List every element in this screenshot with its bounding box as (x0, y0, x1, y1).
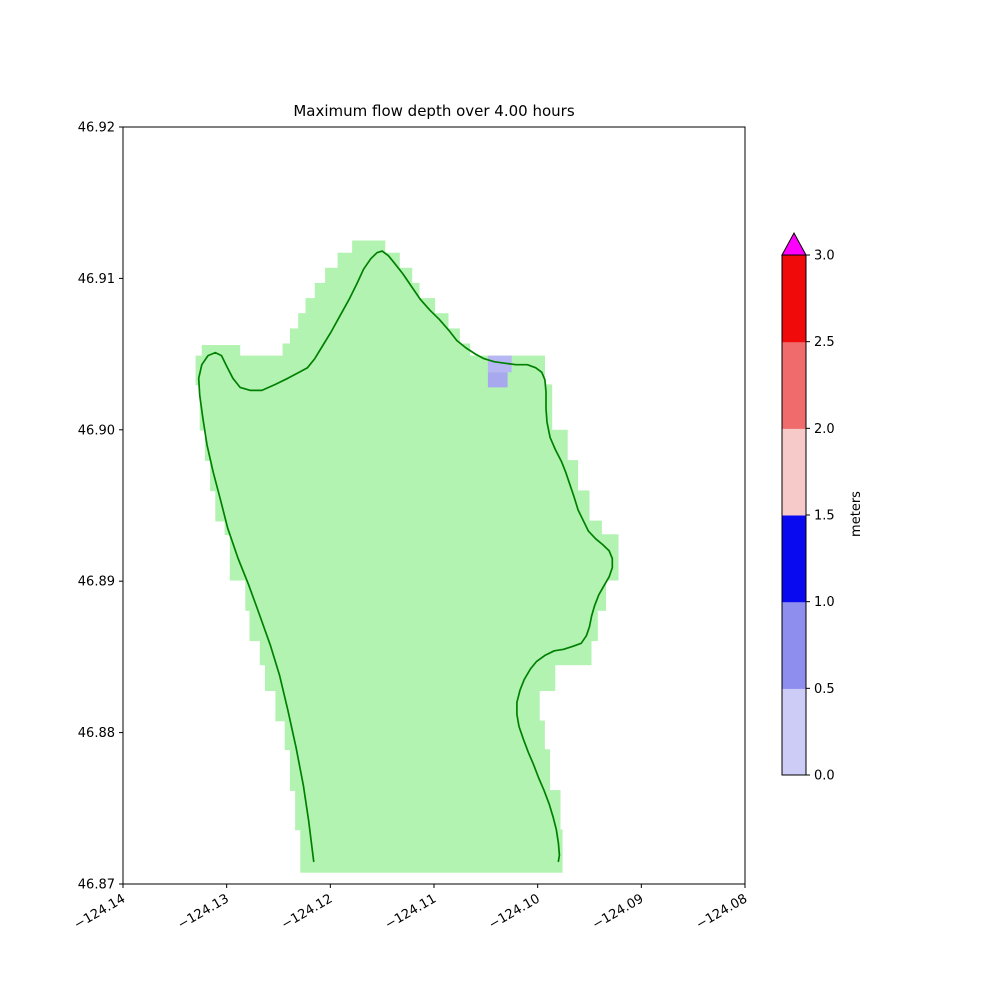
flood-region-cell (229, 534, 619, 581)
colorbar-axis-label: meters (849, 491, 864, 537)
flood-region-cell (245, 579, 607, 611)
flood-region-cell (265, 664, 556, 691)
colorbar-tick-label: 1.5 (814, 509, 835, 524)
colorbar-tick-label: 1.0 (814, 595, 835, 610)
x-tick-label: −124.11 (383, 891, 439, 932)
colorbar-segment (782, 255, 806, 343)
flood-region-cell (224, 520, 602, 535)
flood-region-cell (195, 355, 545, 386)
flood-region-cell (199, 384, 553, 431)
flow-depth-cell (487, 372, 508, 388)
flood-region-cell (305, 298, 436, 314)
y-tick-label: 46.91 (78, 272, 115, 287)
flood-region-cell (201, 345, 241, 357)
colorbar-segment (782, 428, 806, 516)
flood-region-cell (352, 240, 386, 254)
flood-region-cell (295, 790, 561, 831)
flood-region-cell (282, 343, 471, 357)
flood-region-cell (314, 282, 420, 299)
flood-region-cell (284, 720, 545, 751)
flood-region-cell (215, 490, 590, 522)
y-tick-label: 46.88 (78, 726, 115, 741)
flow-depth-cell (487, 355, 512, 373)
y-tick-label: 46.92 (78, 121, 115, 136)
flood-region-cell (204, 429, 568, 461)
flood-region-cell (249, 610, 598, 642)
colorbar-tick-label: 3.0 (814, 249, 835, 264)
flood-region-cell (300, 829, 563, 873)
colorbar-tick-label: 2.5 (814, 335, 835, 350)
colorbar-over-arrow (781, 231, 807, 256)
x-tick-label: −124.08 (694, 891, 750, 932)
colorbar-tick-label: 2.0 (814, 422, 835, 437)
flood-region-cell (289, 749, 551, 791)
x-tick-label: −124.12 (279, 891, 335, 932)
flood-region-cell (275, 690, 540, 722)
x-tick-label: −124.10 (486, 891, 542, 932)
flood-region-cell (289, 328, 460, 345)
colorbar-segment (782, 341, 806, 429)
flood-region-cell (325, 267, 413, 284)
colorbar-tick-label: 0.5 (814, 682, 835, 697)
flood-region-cell (298, 313, 449, 330)
coastline-path (197, 250, 614, 863)
y-tick-label: 46.87 (78, 878, 115, 893)
colorbar-segment (782, 601, 806, 689)
flood-region-cell (259, 640, 592, 666)
y-tick-label: 46.89 (78, 575, 115, 590)
colorbar-segment (782, 515, 806, 603)
x-tick-label: −124.13 (175, 891, 231, 932)
colorbar-segment (782, 688, 806, 776)
flood-region-cell (210, 460, 579, 492)
y-tick-label: 46.90 (78, 423, 115, 438)
x-tick-label: −124.09 (590, 891, 646, 932)
x-tick-label: −124.14 (72, 891, 128, 932)
colorbar-tick-label: 0.0 (814, 769, 835, 784)
chart-title: Maximum flow depth over 4.00 hours (293, 102, 575, 120)
